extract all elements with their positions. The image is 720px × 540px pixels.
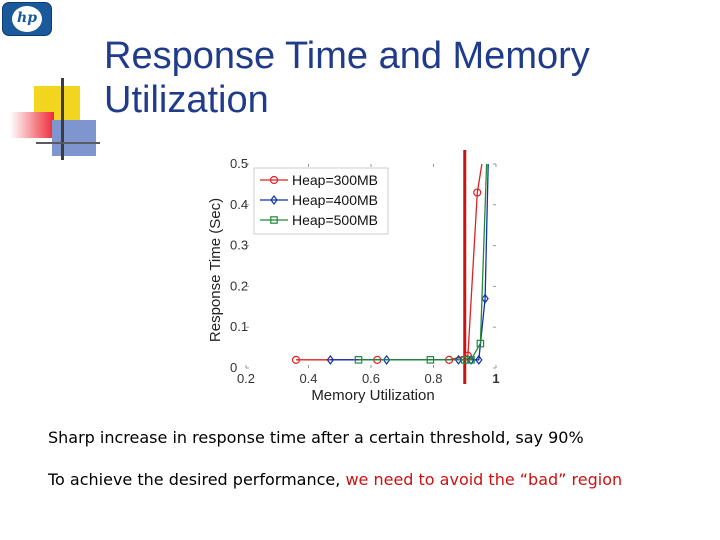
y-tick-label: 0.3 (230, 238, 248, 253)
data-point (467, 356, 475, 364)
legend-label: Heap=500MB (292, 212, 378, 228)
data-point (467, 354, 475, 365)
data-point (326, 354, 335, 365)
data-point (382, 354, 391, 365)
data-point (354, 356, 363, 364)
decor-red-square (10, 112, 54, 138)
x-axis-label: Memory Utilization (311, 387, 434, 404)
data-point (270, 216, 278, 224)
data-point (454, 354, 463, 365)
y-tick-label: 0.2 (230, 278, 248, 293)
x-tick-label: 0.2 (237, 371, 255, 386)
hp-logo-text: hp (17, 10, 37, 26)
hp-logo-circle: hp (12, 6, 42, 32)
decor-vertical-line (61, 78, 64, 160)
y-tick-label: 0 (230, 360, 237, 375)
bullet-avoid-region: To achieve the desired performance, we n… (48, 470, 622, 489)
y-tick-label: 0.4 (230, 197, 248, 212)
slide-title: Response Time and Memory Utilization (104, 35, 590, 121)
x-tick-label: 0.4 (299, 371, 317, 386)
decor-horizontal-line (36, 142, 100, 144)
x-tick-label: 0.8 (424, 371, 442, 386)
legend-label: Heap=300MB (292, 172, 378, 188)
y-tick-label: 0.5 (230, 156, 248, 171)
data-point (476, 339, 485, 348)
data-point (481, 293, 489, 304)
data-point (270, 195, 278, 205)
y-tick-label: 0.1 (230, 319, 248, 334)
bullet-avoid-start: To achieve the desired performance, (48, 470, 346, 489)
response-time-chart: 0.2 0.4 0.6 0.8 1 0 0.1 0.2 0.3 0.4 0.5 Memory Util… (207, 150, 500, 404)
hp-logo: hp (2, 2, 52, 36)
x-tick-label: 0.6 (362, 371, 380, 386)
bullet-threshold: Sharp increase in response time after a … (48, 428, 584, 447)
bullet-avoid-highlight: we need to avoid the “bad” region (345, 470, 623, 489)
data-point (473, 188, 482, 197)
legend-label: Heap=400MB (292, 192, 378, 208)
decor-blue-square (52, 120, 96, 156)
y-axis-label: Response Time (Sec) (207, 198, 224, 342)
data-point (269, 175, 279, 185)
data-point (291, 355, 301, 364)
data-point (426, 356, 435, 364)
data-point (475, 354, 483, 365)
x-tick-label: 1 (492, 371, 499, 386)
